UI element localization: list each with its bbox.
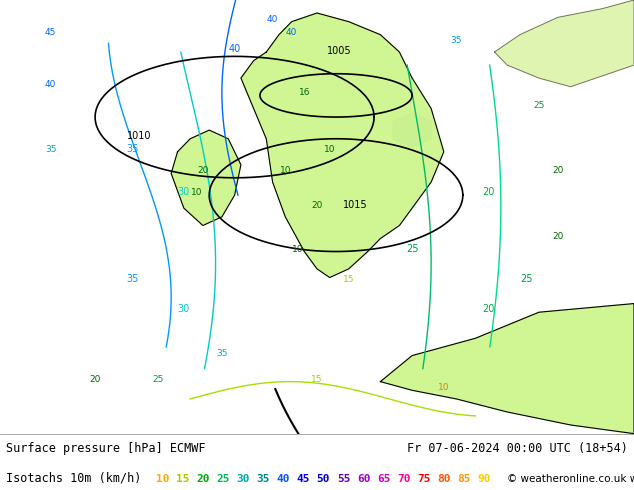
- Text: Surface pressure [hPa] ECMWF: Surface pressure [hPa] ECMWF: [6, 442, 206, 455]
- Text: 65: 65: [377, 474, 391, 484]
- Polygon shape: [241, 13, 444, 277]
- Text: 80: 80: [437, 474, 451, 484]
- Text: 25: 25: [533, 101, 545, 110]
- Text: 35: 35: [451, 36, 462, 46]
- Text: 30: 30: [178, 187, 190, 197]
- Text: 1015: 1015: [343, 200, 367, 210]
- Text: 90: 90: [478, 474, 491, 484]
- Text: 20: 20: [482, 304, 495, 314]
- Text: 85: 85: [458, 474, 471, 484]
- Text: 75: 75: [417, 474, 431, 484]
- Text: 55: 55: [337, 474, 351, 484]
- Text: 40: 40: [276, 474, 290, 484]
- Text: 20: 20: [311, 201, 323, 210]
- Text: 10: 10: [155, 474, 169, 484]
- Text: 25: 25: [153, 375, 164, 384]
- Text: 20: 20: [89, 375, 101, 384]
- Text: 70: 70: [398, 474, 411, 484]
- Text: 15: 15: [311, 375, 323, 384]
- Text: 20: 20: [197, 167, 209, 175]
- Text: 25: 25: [406, 244, 418, 253]
- Text: © weatheronline.co.uk weatheronline.co.uk: © weatheronline.co.uk weatheronline.co.u…: [507, 474, 634, 484]
- Polygon shape: [393, 113, 431, 147]
- Text: 60: 60: [357, 474, 370, 484]
- Text: 35: 35: [127, 274, 139, 284]
- Text: 25: 25: [216, 474, 230, 484]
- Text: 45: 45: [45, 28, 56, 37]
- Text: 35: 35: [45, 145, 56, 154]
- Text: 10: 10: [191, 188, 202, 197]
- Text: 15: 15: [176, 474, 190, 484]
- Text: 10: 10: [324, 145, 335, 154]
- Text: 10: 10: [292, 245, 304, 253]
- Text: 30: 30: [178, 304, 190, 314]
- Text: 35: 35: [216, 348, 228, 358]
- Text: 40: 40: [228, 44, 240, 54]
- Text: 50: 50: [317, 474, 330, 484]
- Text: 1010: 1010: [127, 131, 152, 141]
- Text: 40: 40: [267, 15, 278, 24]
- Text: 25: 25: [520, 274, 533, 284]
- Text: 35: 35: [256, 474, 270, 484]
- Text: 20: 20: [552, 231, 564, 241]
- Polygon shape: [495, 0, 634, 87]
- Text: 10: 10: [280, 167, 291, 175]
- Text: 30: 30: [236, 474, 250, 484]
- Text: Isotachs 10m (km/h): Isotachs 10m (km/h): [6, 471, 142, 484]
- Text: 1005: 1005: [327, 46, 351, 56]
- Polygon shape: [380, 304, 634, 434]
- Text: 35: 35: [127, 144, 139, 154]
- Text: Fr 07-06-2024 00:00 UTC (18+54): Fr 07-06-2024 00:00 UTC (18+54): [407, 442, 628, 455]
- Text: 20: 20: [552, 167, 564, 175]
- Text: 20: 20: [482, 187, 495, 197]
- Text: 40: 40: [45, 80, 56, 89]
- Text: 10: 10: [438, 383, 450, 392]
- Text: 16: 16: [299, 88, 310, 98]
- Text: 20: 20: [196, 474, 209, 484]
- Polygon shape: [171, 130, 241, 225]
- Text: 45: 45: [297, 474, 310, 484]
- Text: 40: 40: [286, 28, 297, 37]
- Text: 15: 15: [343, 275, 354, 284]
